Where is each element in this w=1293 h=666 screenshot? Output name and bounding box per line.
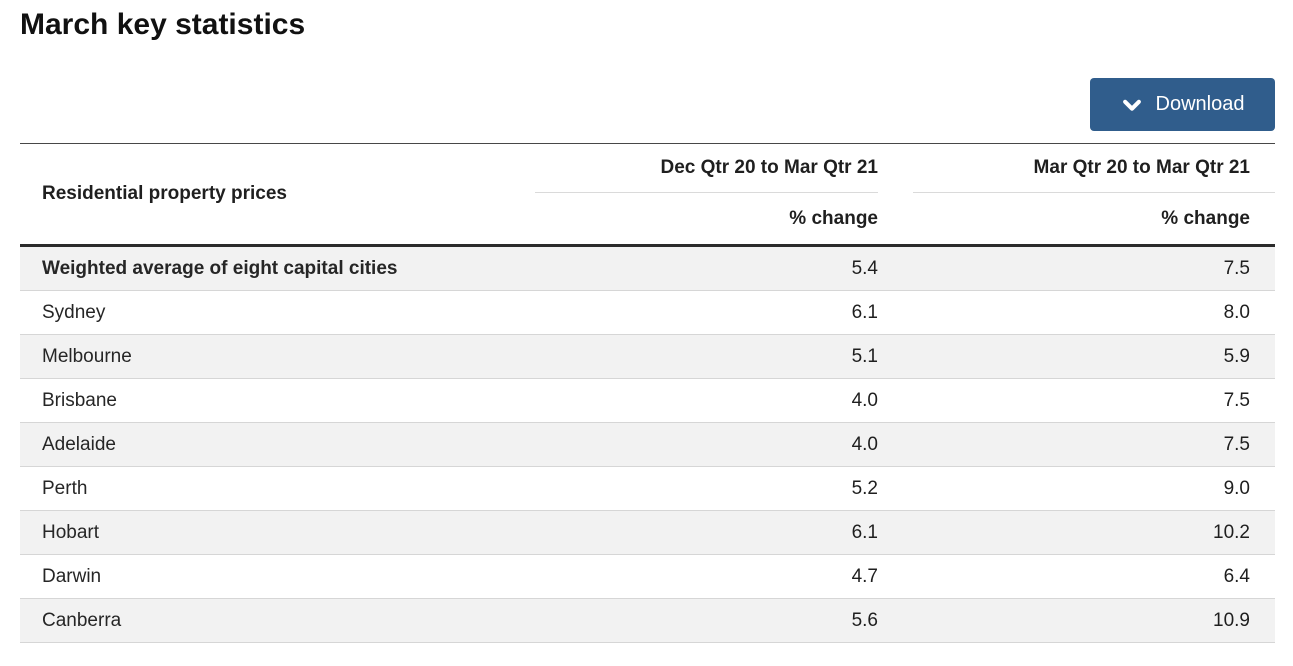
- table-row: Melbourne 5.1 5.9: [20, 335, 1275, 379]
- table-row: Sydney 6.1 8.0: [20, 291, 1275, 335]
- row-label: Hobart: [42, 521, 100, 543]
- value-mar-qtr-to-mar-qtr: 9.0: [1223, 477, 1250, 499]
- table-body: Weighted average of eight capital cities…: [20, 247, 1275, 643]
- row-label: Canberra: [42, 609, 122, 631]
- value-dec-qtr-to-mar-qtr: 5.6: [851, 609, 878, 631]
- row-label: Darwin: [42, 565, 102, 587]
- table-row: Brisbane 4.0 7.5: [20, 379, 1275, 423]
- row-label: Brisbane: [42, 389, 117, 411]
- column-group-header-dec-to-mar: Dec Qtr 20 to Mar Qtr 21: [535, 144, 878, 193]
- value-dec-qtr-to-mar-qtr: 5.4: [851, 257, 878, 279]
- column-group-header-mar-to-mar: Mar Qtr 20 to Mar Qtr 21: [913, 144, 1275, 193]
- value-dec-qtr-to-mar-qtr: 5.1: [851, 345, 878, 367]
- value-mar-qtr-to-mar-qtr: 7.5: [1223, 433, 1250, 455]
- row-label: Perth: [42, 477, 88, 499]
- row-label: Melbourne: [42, 345, 132, 367]
- table-row: Canberra 5.6 10.9: [20, 599, 1275, 643]
- statistics-table: Residential property prices Dec Qtr 20 t…: [20, 143, 1275, 643]
- table-row: Weighted average of eight capital cities…: [20, 247, 1275, 291]
- download-button-label: Download: [1155, 93, 1245, 115]
- table-row: Darwin 4.7 6.4: [20, 555, 1275, 599]
- row-label: Adelaide: [42, 433, 116, 455]
- value-mar-qtr-to-mar-qtr: 5.9: [1223, 345, 1250, 367]
- value-mar-qtr-to-mar-qtr: 10.9: [1213, 609, 1250, 631]
- value-mar-qtr-to-mar-qtr: 8.0: [1223, 301, 1250, 323]
- column-header-row-label: Residential property prices: [42, 183, 287, 204]
- row-label: Weighted average of eight capital cities: [42, 257, 398, 279]
- value-dec-qtr-to-mar-qtr: 4.0: [851, 433, 878, 455]
- value-dec-qtr-to-mar-qtr: 4.7: [851, 565, 878, 587]
- row-label: Sydney: [42, 301, 106, 323]
- chevron-down-icon: [1121, 94, 1143, 116]
- table-row: Perth 5.2 9.0: [20, 467, 1275, 511]
- value-dec-qtr-to-mar-qtr: 6.1: [851, 521, 878, 543]
- page-title: March key statistics: [20, 8, 306, 41]
- value-dec-qtr-to-mar-qtr: 4.0: [851, 389, 878, 411]
- table-row: Hobart 6.1 10.2: [20, 511, 1275, 555]
- column-subheader-percent-change-2: % change: [1161, 207, 1250, 229]
- table-row: Adelaide 4.0 7.5: [20, 423, 1275, 467]
- value-mar-qtr-to-mar-qtr: 10.2: [1213, 521, 1250, 543]
- download-button[interactable]: Download: [1090, 78, 1275, 131]
- value-dec-qtr-to-mar-qtr: 6.1: [851, 301, 878, 323]
- table-header: Residential property prices Dec Qtr 20 t…: [20, 144, 1275, 247]
- value-mar-qtr-to-mar-qtr: 6.4: [1223, 565, 1250, 587]
- value-mar-qtr-to-mar-qtr: 7.5: [1223, 389, 1250, 411]
- value-dec-qtr-to-mar-qtr: 5.2: [851, 477, 878, 499]
- value-mar-qtr-to-mar-qtr: 7.5: [1223, 257, 1250, 279]
- column-subheader-percent-change-1: % change: [789, 207, 878, 229]
